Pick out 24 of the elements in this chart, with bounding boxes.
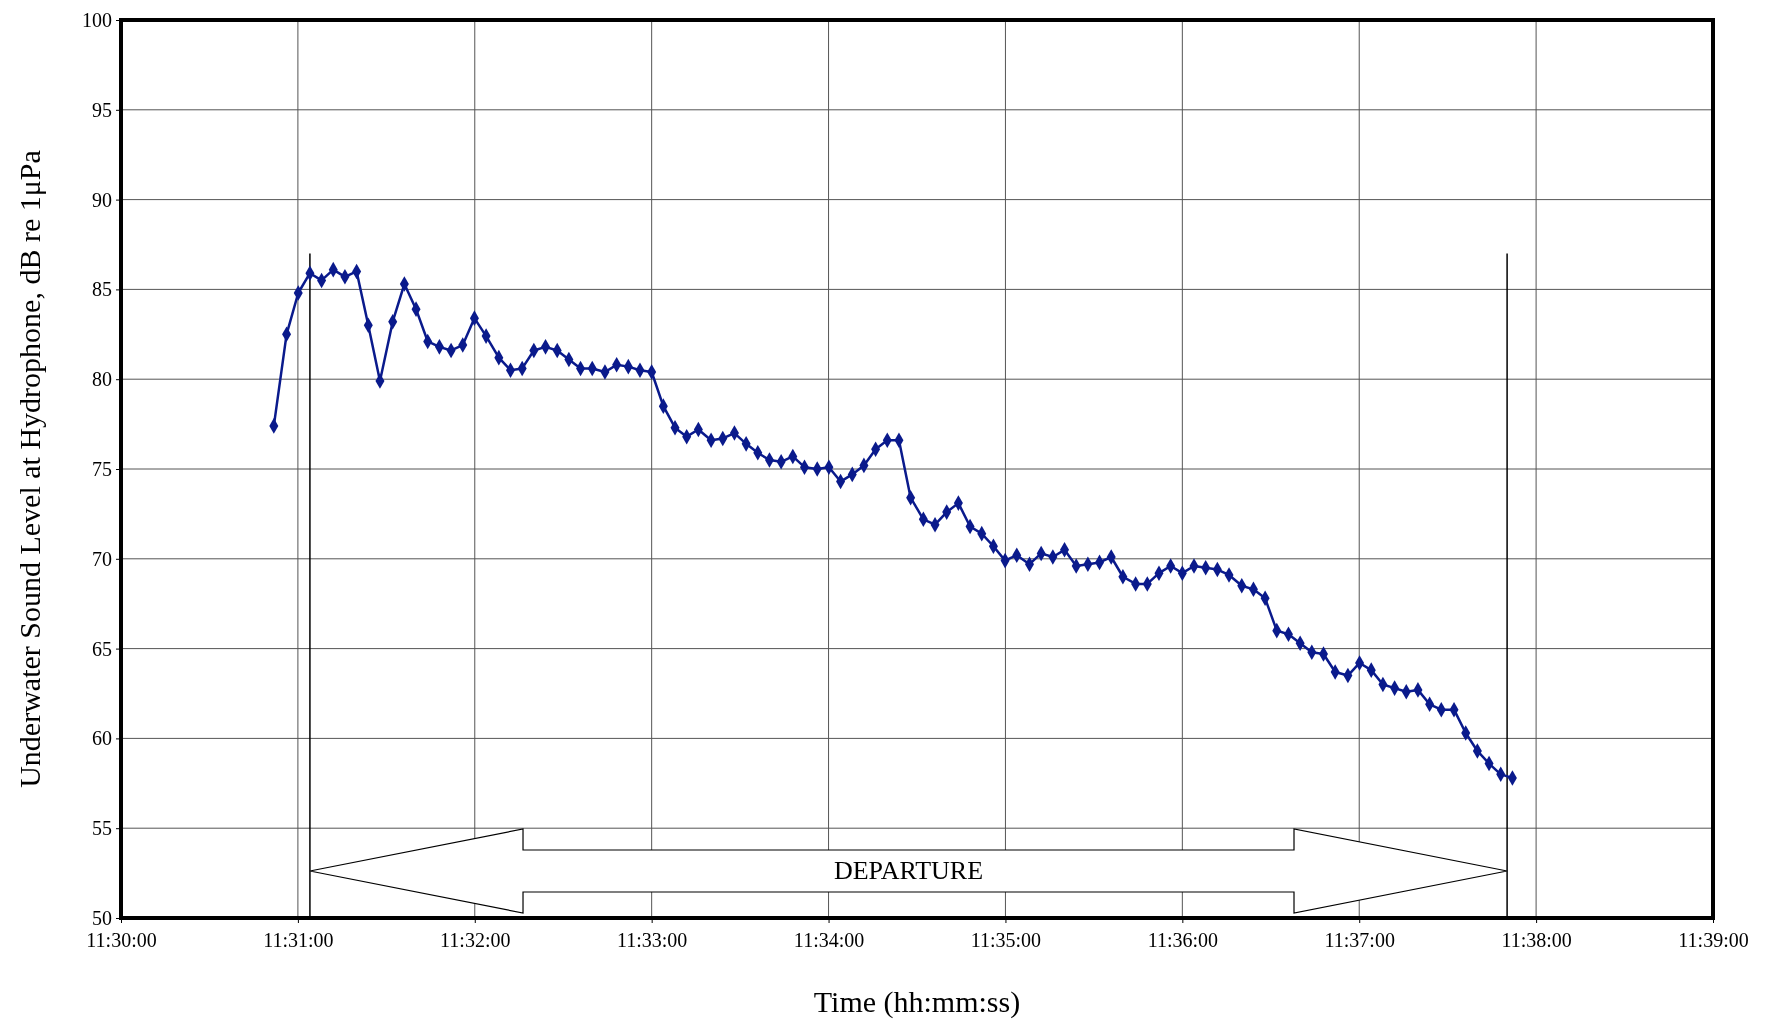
y-tick-label: 75 [92,457,112,480]
y-tick-label: 90 [92,188,112,211]
y-tick-label: 95 [92,98,112,121]
x-tick-label: 11:33:00 [616,929,688,952]
x-tick-label: 11:39:00 [1678,929,1749,952]
x-tick-label: 11:36:00 [1147,929,1219,952]
y-tick-label: 55 [92,817,112,840]
y-tick-label: 65 [92,637,112,660]
x-tick-label: 11:30:00 [86,929,157,952]
y-tick-label: 85 [92,278,112,301]
y-tick-label: 80 [92,368,112,391]
x-tick-label: 11:32:00 [440,929,511,952]
y-tick-label: 50 [92,906,112,929]
y-tick-label: 70 [92,547,112,570]
x-tick-label: 11:37:00 [1324,929,1395,952]
y-tick-label: 60 [92,727,112,750]
x-tick-label: 11:34:00 [793,929,865,952]
x-tick-label: 11:31:00 [263,929,334,952]
x-tick-label: 11:38:00 [1501,929,1572,952]
y-tick-label: 100 [82,8,112,31]
y-axis-title: Underwater Sound Level at Hydrophone, dB re 1μPa [13,150,46,788]
x-axis-title: Time (hh:mm:ss) [813,985,1021,1019]
annotation: DEPARTURE [833,856,984,885]
x-tick-label: 11:35:00 [970,929,1042,952]
